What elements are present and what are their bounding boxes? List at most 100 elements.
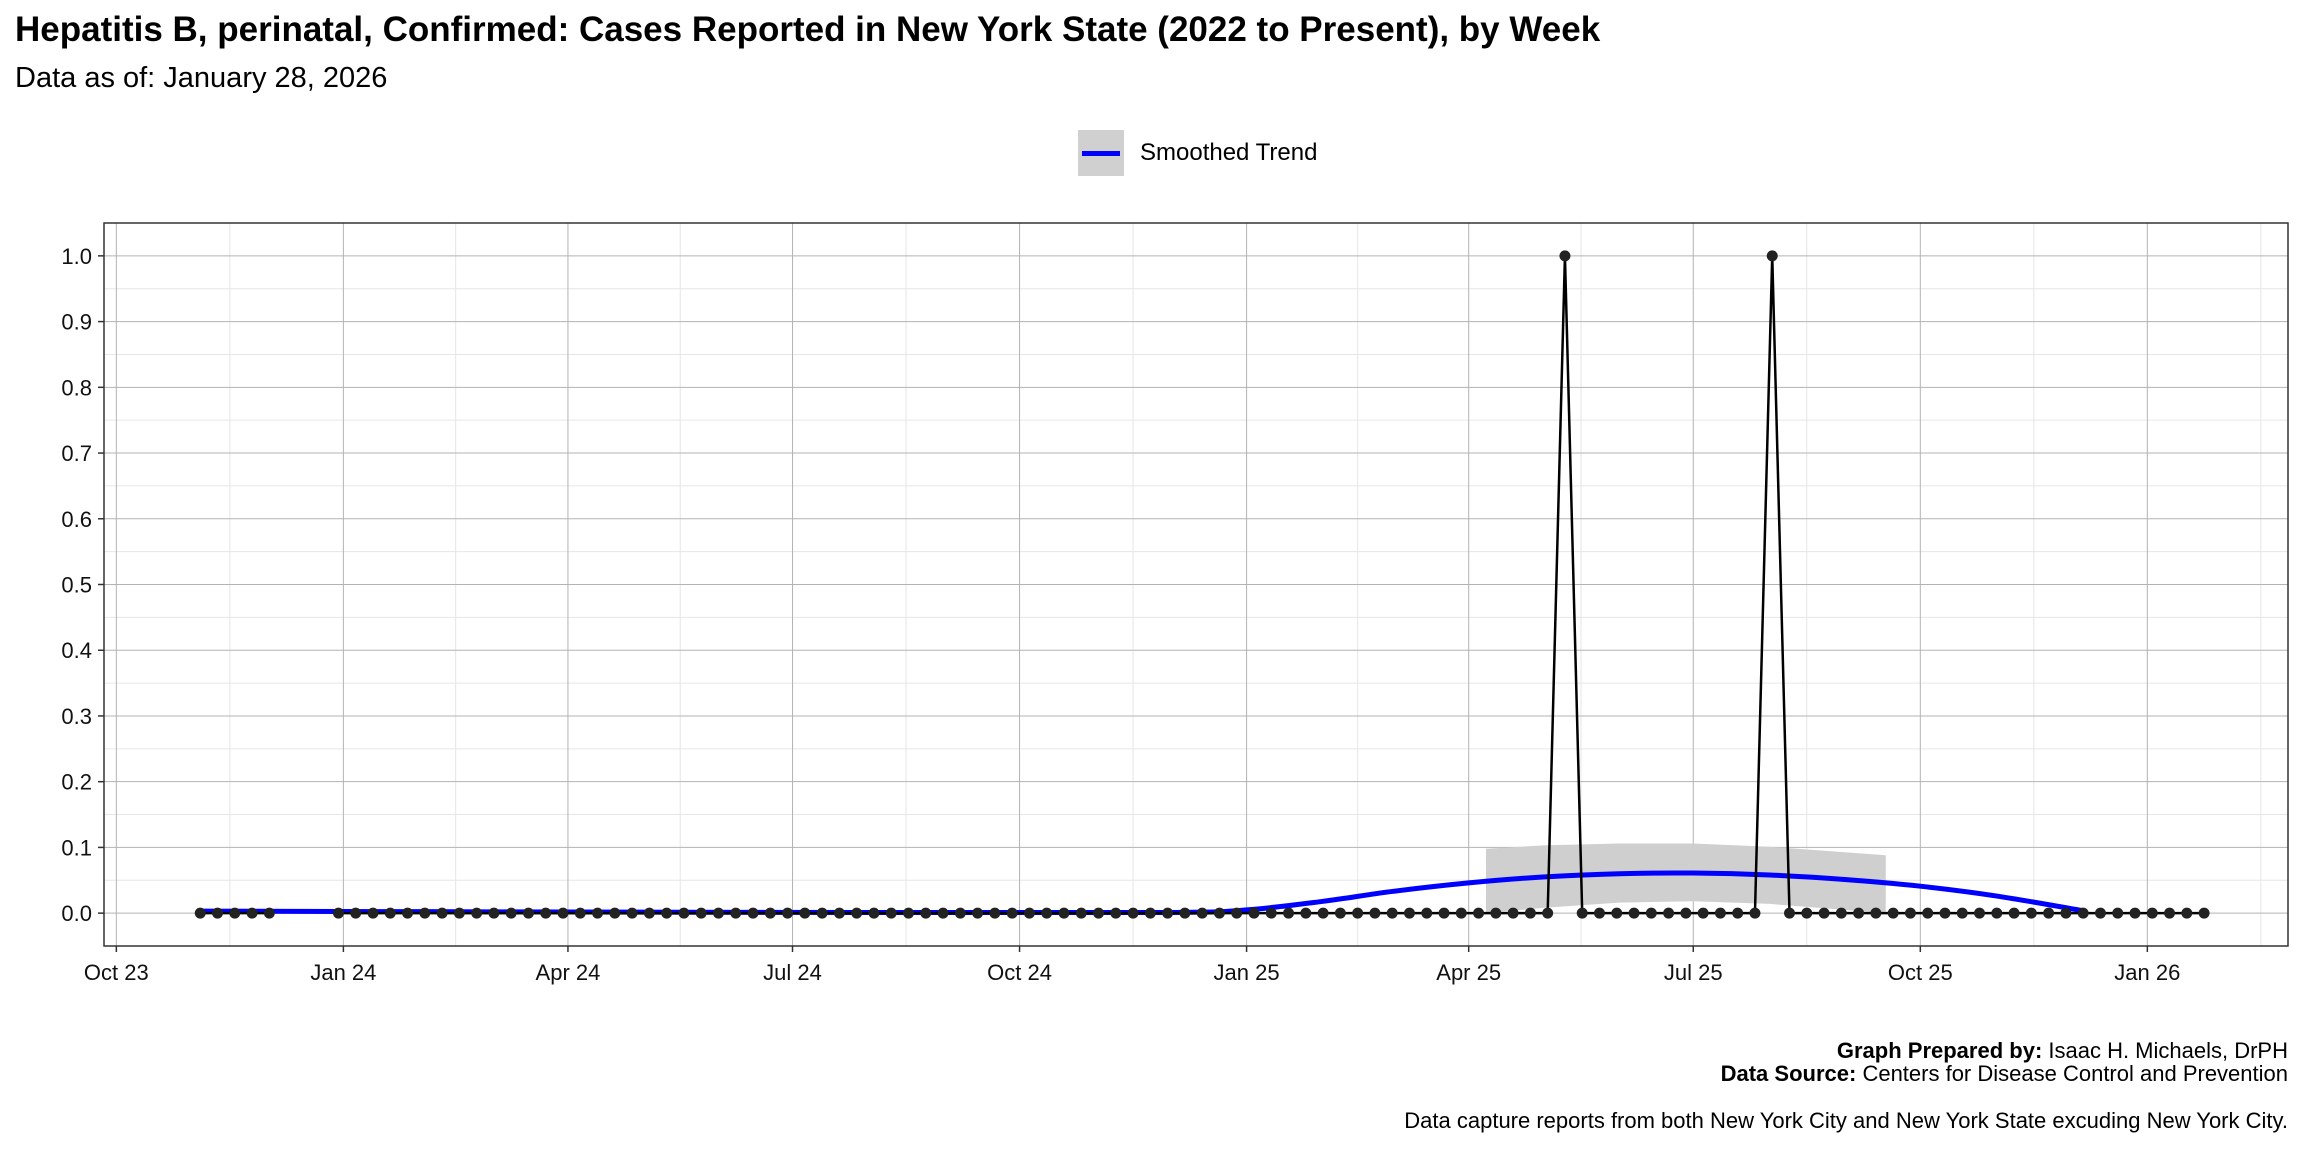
data-point [2043,907,2055,919]
data-point [937,907,949,919]
data-point [1904,907,1916,919]
x-tick-label: Oct 25 [1888,960,1953,985]
data-point [1473,907,1485,919]
data-point [2164,907,2176,919]
legend-key-smoothed-trend [1078,130,1124,176]
data-point [1835,907,1847,919]
data-point [1956,907,1968,919]
data-point [1939,907,1951,919]
data-point [954,907,966,919]
y-tick-label: 0.2 [61,770,92,795]
data-point [1749,907,1761,919]
data-point [643,907,655,919]
y-tick-label: 1.0 [61,244,92,269]
data-point [1196,907,1208,919]
data-point [522,907,534,919]
data-source-label: Data Source: [1720,1061,1857,1086]
x-tick-label: Apr 25 [1436,960,1501,985]
data-point [1093,907,1105,919]
data-point [419,907,431,919]
data-point [1179,907,1191,919]
data-point [2094,907,2106,919]
data-point [903,907,915,919]
data-point [574,907,586,919]
x-tick-label: Oct 23 [84,960,149,985]
y-tick-label: 0.9 [61,310,92,335]
data-point [592,907,604,919]
data-point [1507,907,1519,919]
x-tick-label: Oct 24 [987,960,1052,985]
data-point [1801,907,1813,919]
y-tick-label: 0.5 [61,573,92,598]
data-point [1991,907,2003,919]
data-point [2181,907,2193,919]
data-point [2060,907,2072,919]
y-tick-label: 0.1 [61,835,92,860]
data-point [1075,907,1087,919]
data-point [194,907,206,919]
data-point [1421,907,1433,919]
x-tick-label: Jan 25 [1214,960,1280,985]
chart-subtitle: Data as of: January 28, 2026 [15,62,388,94]
data-point [1438,907,1450,919]
data-point [1922,907,1934,919]
data-point [1023,907,1035,919]
y-tick-label: 0.8 [61,375,92,400]
y-tick-label: 0.0 [61,901,92,926]
prepared-by-value: Isaac H. Michaels, DrPH [2042,1038,2288,1063]
y-tick-label: 0.6 [61,507,92,532]
data-point [816,907,828,919]
data-point [1317,907,1329,919]
data-point [1974,907,1986,919]
data-point [833,907,845,919]
data-source-value: Centers for Disease Control and Preventi… [1856,1061,2288,1086]
data-point [1231,907,1243,919]
data-point [885,907,897,919]
data-point [1559,250,1571,262]
data-point [1041,907,1053,919]
data-point [782,907,794,919]
data-point [661,907,673,919]
confidence-band [1485,843,1886,914]
data-point [1490,907,1502,919]
legend-label: Smoothed Trend [1140,139,1318,166]
data-point [747,907,759,919]
data-point [1714,907,1726,919]
data-point [1697,907,1709,919]
prepared-by: Graph Prepared by: Isaac H. Michaels, Dr… [1837,1038,2288,1064]
data-point [2008,907,2020,919]
data-point [402,907,414,919]
data-point [1766,250,1778,262]
data-point [799,907,811,919]
data-point [2198,907,2210,919]
data-point [1300,907,1312,919]
data-point [1352,907,1364,919]
data-point [1818,907,1830,919]
data-point [1006,907,1018,919]
x-tick-label: Jul 24 [763,960,822,985]
footnote: Data capture reports from both New York … [1404,1108,2288,1133]
data-point [1127,907,1139,919]
data-point [1611,907,1623,919]
data-point [488,907,500,919]
data-point [626,907,638,919]
x-tick-label: Jan 26 [2114,960,2180,985]
data-point [505,907,517,919]
data-point [2077,907,2089,919]
data-point [263,907,275,919]
data-point [1110,907,1122,919]
data-point [229,907,241,919]
data-point [246,907,258,919]
data-point [1455,907,1467,919]
data-point [1732,907,1744,919]
data-point [712,907,724,919]
data-point [2146,907,2158,919]
data-point [1887,907,1899,919]
data-point [609,907,621,919]
data-point [868,907,880,919]
data-point [1524,907,1536,919]
data-point [1645,907,1657,919]
data-point [557,907,569,919]
data-point [1542,907,1554,919]
